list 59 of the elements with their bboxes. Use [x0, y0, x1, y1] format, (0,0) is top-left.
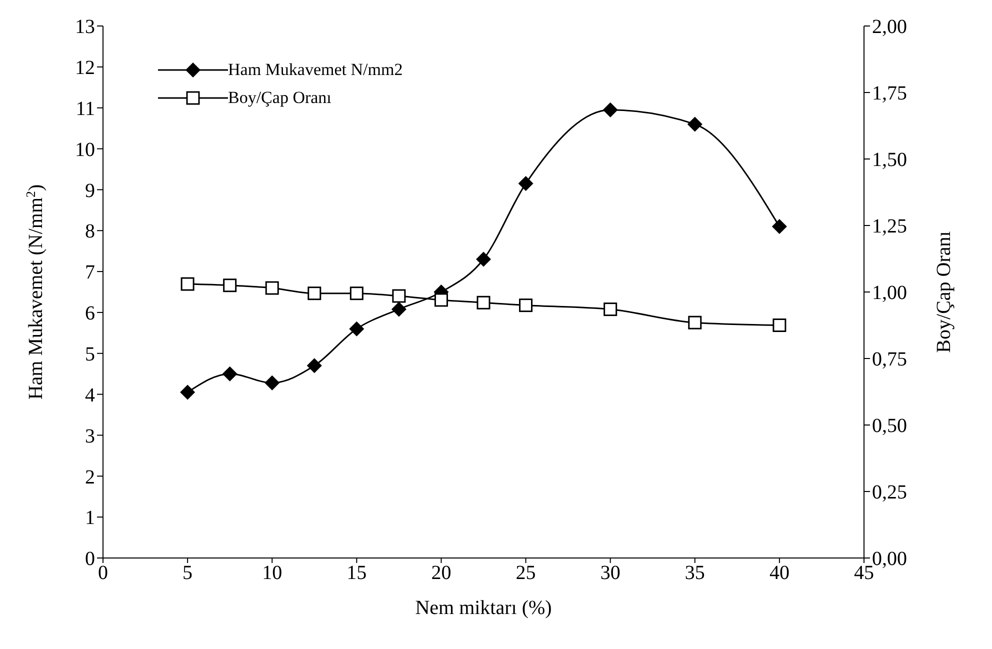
point	[688, 316, 702, 330]
x-tick-label: 5	[182, 562, 193, 584]
y2-axis-title: Boy/Çap Oranı	[933, 230, 955, 353]
point	[391, 302, 406, 317]
x-tick-label: 30	[600, 562, 620, 584]
point	[264, 375, 280, 390]
y-tick-label: 2	[85, 466, 95, 488]
y-tick-label: 9	[85, 180, 95, 202]
y-tick-label: 11	[76, 98, 95, 120]
x-tick-label: 45	[854, 562, 874, 584]
point	[265, 281, 279, 295]
y-tick-label: 3	[85, 425, 95, 448]
point	[434, 293, 448, 307]
x-tick-label: 10	[262, 562, 282, 584]
point	[602, 102, 618, 118]
y2-tick-label: 0,50	[872, 415, 907, 438]
y2-tick-label: 1,75	[872, 82, 907, 105]
y-tick-label: 1	[85, 507, 95, 530]
x-tick-label: 40	[769, 562, 790, 584]
legend-label: Boy/Çap Oranı	[228, 88, 332, 108]
point	[349, 321, 364, 336]
x-tick-label: 20	[431, 562, 452, 584]
point	[518, 176, 534, 192]
x-tick-label: 15	[346, 562, 367, 584]
point	[180, 384, 196, 400]
y-tick-label: 8	[85, 220, 95, 243]
y2-tick-label: 0,75	[872, 348, 907, 371]
point	[476, 252, 491, 267]
point	[519, 298, 533, 312]
y-tick-label: 4	[85, 384, 95, 406]
y-tick-label: 10	[75, 138, 95, 161]
point	[308, 286, 322, 300]
point	[306, 358, 322, 374]
y2-tick-label: 1,50	[872, 149, 907, 172]
point	[476, 296, 490, 310]
point	[604, 302, 618, 316]
point	[350, 286, 364, 300]
point	[180, 277, 194, 291]
y2-tick-label: 1,00	[872, 282, 907, 304]
y-tick-label: 6	[85, 302, 95, 325]
x-tick-label: 35	[684, 562, 705, 584]
y-tick-label: 13	[75, 16, 95, 38]
point	[772, 219, 787, 234]
y-tick-label: 7	[85, 262, 95, 284]
x-axis-title: Nem miktarı (%)	[415, 597, 552, 619]
y-tick-label: 0	[85, 548, 95, 570]
y2-tick-label: 1,25	[872, 216, 907, 238]
y2-tick-label: 0,25	[872, 482, 907, 504]
point	[687, 116, 702, 132]
x-tick-label: 25	[516, 562, 536, 584]
y-tick-label: 12	[75, 57, 95, 80]
point	[222, 366, 238, 382]
point	[223, 278, 237, 292]
legend-label: Ham Mukavemet N/mm2	[228, 60, 403, 80]
y2-tick-label: 0,00	[872, 548, 907, 570]
point	[772, 318, 786, 332]
y2-tick-label: 2,00	[872, 16, 907, 38]
point	[392, 289, 406, 303]
y-tick-label: 5	[85, 343, 95, 366]
